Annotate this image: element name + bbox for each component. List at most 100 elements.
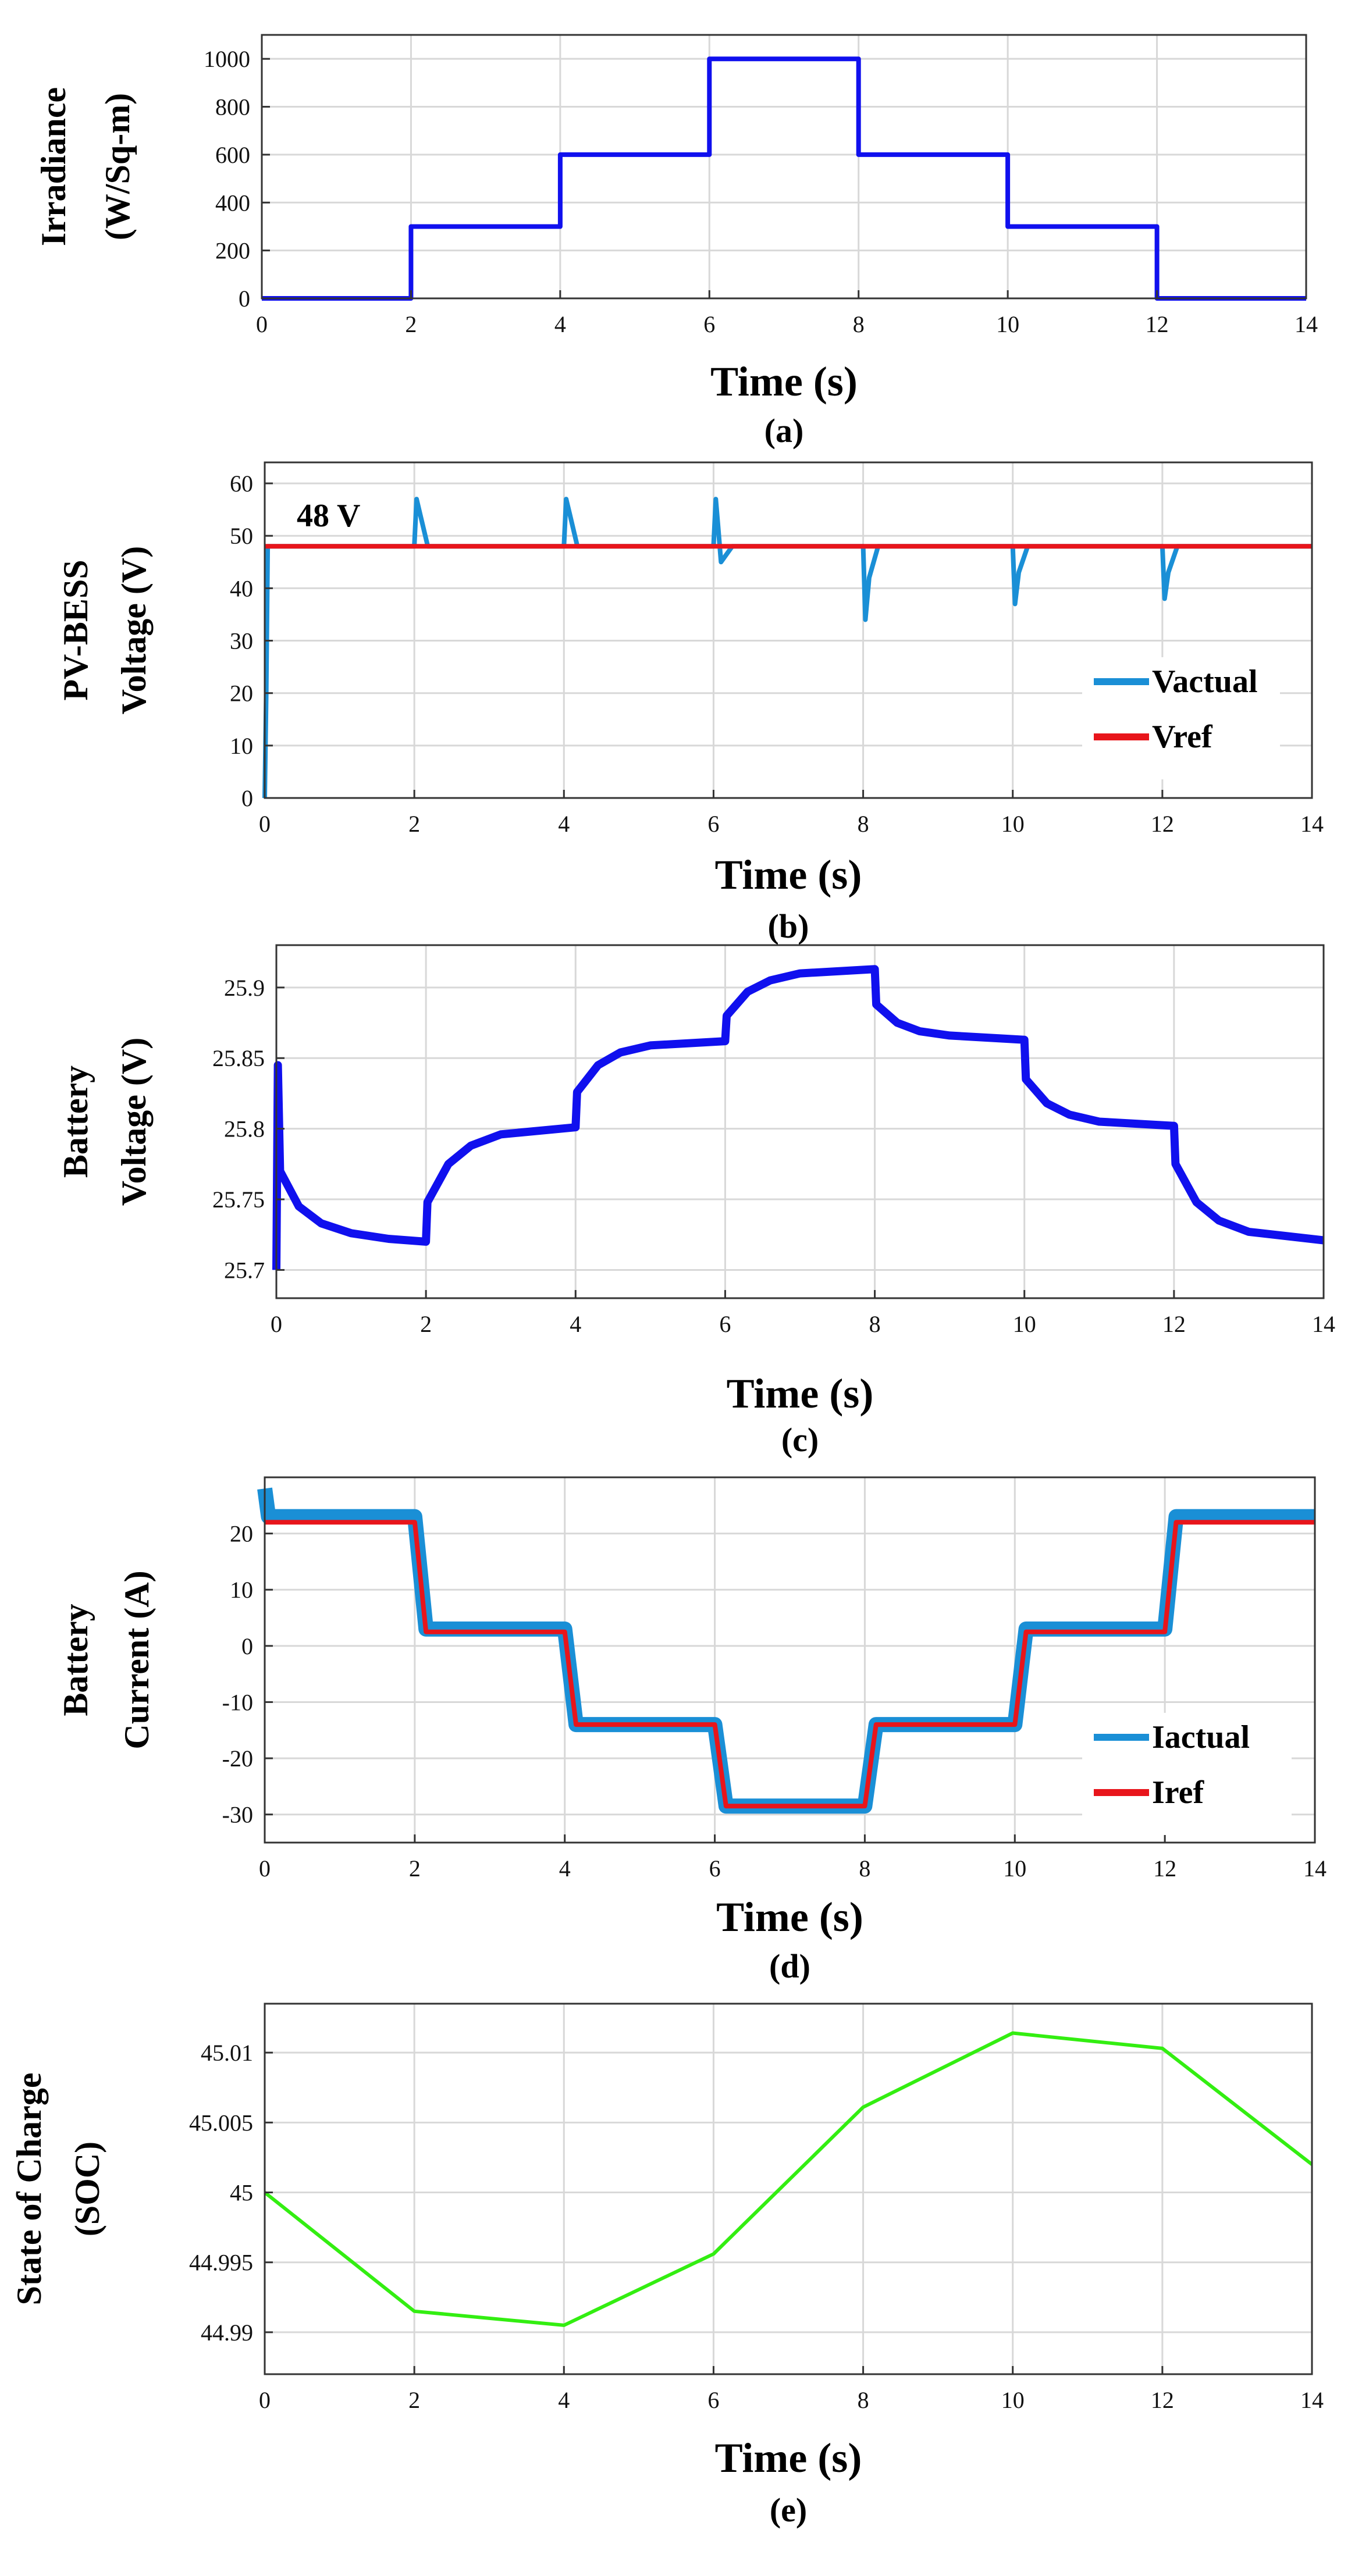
y-tick-label: 1000 [204,46,250,72]
y-tick-label: 25.8 [224,1116,265,1142]
x-tick-label: 10 [1013,1311,1036,1337]
series-line-soc [264,2031,1313,2327]
chart-b: 0 2 4 6 8 10 12 14 0 10 20 30 40 50 60 Time (s) PV-BESS V… [56,461,1324,945]
y-tick-label: 10 [230,1577,253,1603]
x-axis-label: Time (s) [715,2435,862,2481]
y-axis-label: Battery [56,1066,95,1178]
x-tick-label: 12 [1153,1855,1176,1882]
chart-c: 0 2 4 6 8 10 12 14 25.7 25.75 25.8 25.85 25.9 Time (s… [56,944,1335,1459]
x-tick-label: 4 [558,811,570,837]
panel-caption: (c) [781,1421,819,1459]
y-tick-label: 800 [215,94,250,120]
y-tick-label: 20 [230,1521,253,1547]
legend-label: Vref [1152,719,1213,755]
y-tick-label: 44.995 [189,2250,253,2276]
x-tick-label: 6 [703,311,715,337]
y-axis-label: Irradiance [34,87,73,246]
axes-frame [275,944,1325,1299]
x-axis-label: Time (s) [727,1370,874,1417]
x-tick-label: 0 [271,1311,282,1337]
x-tick-label: 0 [256,311,268,337]
legend-label: Iref [1152,1775,1204,1811]
panel-caption: (a) [764,412,804,450]
y-tick-label: -10 [222,1689,253,1715]
plot-area [265,2004,1312,2374]
x-tick-label: 8 [853,311,865,337]
x-tick-label: 6 [719,1311,731,1337]
x-tick-label: 14 [1295,311,1318,337]
x-tick-label: 0 [259,2387,271,2413]
y-tick-label: 25.7 [224,1257,265,1283]
chart-a: 0 2 4 6 8 10 12 14 0 200 400 600 800 1000 Time (s) Irra… [34,34,1318,450]
y-tick-label: 20 [230,680,253,707]
x-tick-label: 10 [1001,2387,1025,2413]
axes-frame [261,34,1307,300]
x-tick-label: 8 [858,811,869,837]
x-tick-label: 14 [1300,811,1324,837]
y-axis-label: (W/Sq-m) [98,93,137,240]
y-tick-label: 200 [215,238,250,264]
x-tick-label: 12 [1146,311,1169,337]
y-tick-label: 45.01 [201,2040,253,2066]
x-tick-label: 12 [1151,2387,1174,2413]
axes-frame [264,1476,1316,1844]
x-tick-label: 6 [707,2387,719,2413]
legend-label: Iactual [1152,1719,1250,1755]
x-axis-label: Time (s) [716,1894,863,1940]
y-tick-label: 45 [230,2180,253,2206]
series-line-iref [265,1520,1315,1809]
x-tick-label: 4 [558,2387,570,2413]
x-tick-label: 2 [420,1311,432,1337]
y-tick-label: 30 [230,628,253,654]
y-axis-label: PV-BESS [56,560,95,700]
series-line-battery-voltage [272,965,1324,1270]
y-axis-label: Current (A) [118,1570,156,1749]
axes-frame [264,461,1313,799]
y-tick-label: 600 [215,142,250,168]
x-tick-label: 12 [1151,811,1174,837]
x-tick-label: 2 [408,811,420,837]
chart-e: 0 2 4 6 8 10 12 14 44.99 44.995 45 45.005 45.01 Time … [10,2003,1324,2529]
y-axis-label: State of Charge [10,2073,48,2306]
y-tick-label: 44.99 [201,2320,253,2346]
plot-area [262,35,1306,298]
y-tick-label: -30 [222,1802,253,1828]
y-axis-label: (SOC) [68,2142,106,2236]
legend-label: Vactual [1152,664,1258,700]
y-axis-label: Voltage (V) [115,546,153,714]
y-tick-label: 40 [230,575,253,601]
annotation-label: 48 V [297,498,360,534]
panel-caption: (d) [769,1947,810,1985]
x-tick-label: 12 [1162,1311,1186,1337]
x-tick-label: 2 [409,1855,421,1882]
y-tick-label: 0 [241,785,253,811]
axes-frame [264,2003,1313,2375]
x-tick-label: 14 [1300,2387,1324,2413]
y-tick-label: 60 [230,471,253,497]
legend-box [1082,657,1280,779]
panel-caption: (b) [768,907,809,945]
x-tick-label: 8 [858,2387,869,2413]
x-tick-label: 10 [1001,811,1025,837]
x-tick-label: 6 [707,811,719,837]
x-tick-label: 10 [996,311,1019,337]
y-axis-label: Battery [56,1604,95,1716]
y-tick-label: 25.9 [224,975,265,1001]
y-axis-label: Voltage (V) [115,1038,153,1206]
x-tick-label: 4 [570,1311,581,1337]
y-tick-label: 10 [230,733,253,759]
legend: Vactual Vref [1082,657,1280,779]
y-tick-label: 0 [239,286,250,312]
x-tick-label: 14 [1303,1855,1327,1882]
x-axis-label: Time (s) [715,851,862,898]
y-tick-label: 25.85 [212,1045,265,1071]
x-tick-label: 8 [869,1311,881,1337]
y-tick-label: 400 [215,190,250,216]
x-tick-label: 0 [259,1855,271,1882]
legend-box [1082,1713,1292,1835]
panel-caption: (e) [770,2491,807,2529]
x-tick-label: 2 [408,2387,420,2413]
series-line-irradiance [262,56,1306,301]
x-tick-label: 10 [1003,1855,1026,1882]
x-tick-label: 2 [405,311,417,337]
